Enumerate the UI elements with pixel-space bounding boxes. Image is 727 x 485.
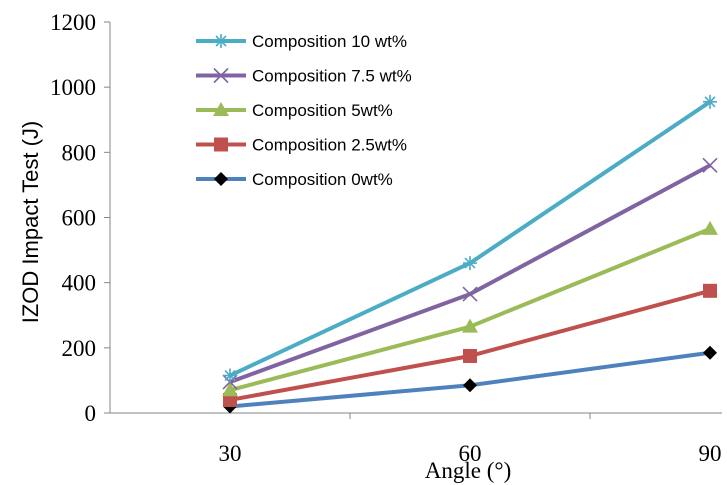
data-point	[222, 382, 238, 397]
legend-marker	[214, 172, 228, 186]
x-tick-label: 30	[219, 441, 242, 466]
legend-label: Composition 0wt%	[252, 170, 393, 189]
y-tick-label: 600	[62, 206, 97, 231]
legend-label: Composition 5wt%	[252, 101, 393, 120]
y-tick-label: 200	[62, 336, 97, 361]
y-tick-label: 1200	[50, 10, 96, 35]
y-axis-title: IZOD Impact Test (J)	[18, 121, 43, 324]
legend: Composition 10 wt% Composition 7.5 wt% Com…	[196, 32, 412, 189]
x-axis-title: Angle (°)	[425, 458, 511, 483]
series-markers	[222, 94, 718, 414]
legend-label: Composition 2.5wt%	[252, 136, 407, 155]
data-point	[703, 94, 717, 109]
data-point	[223, 368, 237, 383]
data-point	[223, 392, 237, 407]
legend-item: Composition 2.5wt%	[196, 136, 407, 155]
data-point	[702, 157, 718, 173]
legend-marker	[213, 67, 229, 84]
y-tick-label: 400	[62, 271, 97, 296]
data-point	[703, 345, 717, 360]
legend-item: Composition 10 wt%	[196, 32, 407, 51]
legend-label: Composition 10 wt%	[252, 32, 407, 51]
y-tick-label: 0	[85, 401, 97, 426]
y-tick-label: 800	[62, 140, 97, 165]
data-point	[462, 286, 478, 302]
legend-item: Composition 5wt%	[196, 101, 393, 120]
legend-label: Composition 7.5 wt%	[252, 67, 412, 86]
data-point	[463, 378, 477, 393]
legend-item: Composition 7.5 wt%	[196, 67, 412, 86]
data-point	[463, 348, 477, 363]
legend-marker	[213, 102, 229, 116]
legend-marker	[214, 137, 228, 152]
legend-marker	[214, 34, 228, 48]
y-tick-label: 1000	[50, 75, 96, 100]
data-point	[702, 220, 718, 235]
x-tick-label: 90	[699, 441, 722, 466]
legend-item: Composition 0wt%	[196, 170, 393, 189]
data-point	[463, 256, 477, 271]
data-point	[703, 283, 717, 298]
axes: 0 200 400 600 800 1000 1200 30 60 90	[50, 10, 722, 466]
x-tick-label: 60	[459, 441, 482, 466]
data-point	[462, 318, 478, 333]
